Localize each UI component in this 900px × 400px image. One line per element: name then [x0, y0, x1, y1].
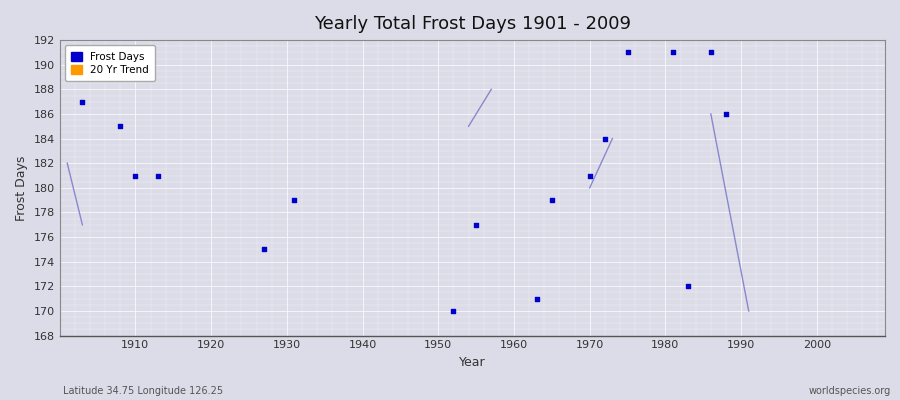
Point: [704, 49, 718, 56]
Point: [287, 197, 302, 203]
Text: worldspecies.org: worldspecies.org: [809, 386, 891, 396]
Point: [598, 136, 612, 142]
Y-axis label: Frost Days: Frost Days: [15, 155, 28, 220]
Title: Yearly Total Frost Days 1901 - 2009: Yearly Total Frost Days 1901 - 2009: [314, 15, 631, 33]
Point: [529, 296, 544, 302]
Point: [128, 172, 142, 179]
Point: [719, 111, 733, 117]
Point: [76, 98, 90, 105]
Point: [544, 197, 559, 203]
Point: [446, 308, 461, 314]
Legend: Frost Days, 20 Yr Trend: Frost Days, 20 Yr Trend: [65, 45, 155, 82]
X-axis label: Year: Year: [459, 356, 486, 369]
Text: Latitude 34.75 Longitude 126.25: Latitude 34.75 Longitude 126.25: [63, 386, 223, 396]
Point: [256, 246, 271, 253]
Point: [620, 49, 634, 56]
Point: [666, 49, 680, 56]
Point: [151, 172, 166, 179]
Point: [469, 222, 483, 228]
Point: [681, 283, 696, 290]
Point: [582, 172, 597, 179]
Point: [113, 123, 128, 130]
